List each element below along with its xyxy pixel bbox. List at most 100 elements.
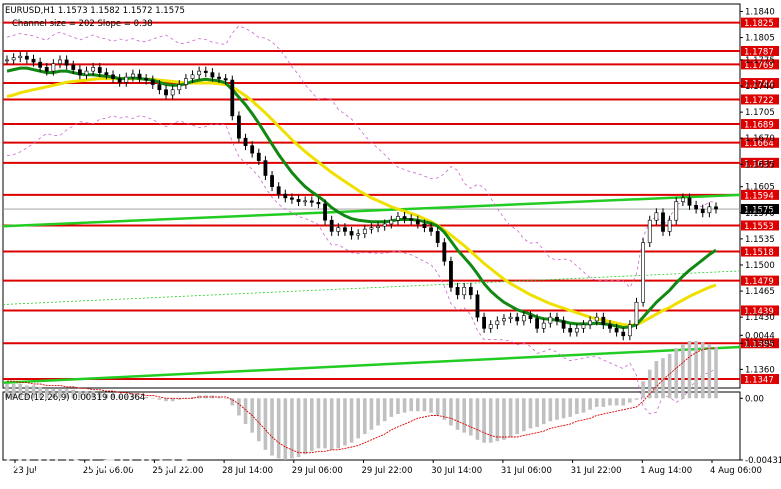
candle-body	[84, 70, 89, 76]
candle-body	[5, 59, 9, 62]
macd-bar	[508, 398, 513, 437]
level-label: 1.1722	[744, 96, 774, 106]
candle-body	[396, 216, 400, 221]
macd-bar	[78, 391, 82, 399]
candle-body	[627, 324, 632, 337]
candle-body	[415, 219, 420, 225]
macd-bar	[150, 398, 155, 399]
level-label-bg	[741, 59, 779, 70]
candle-body	[495, 320, 500, 325]
macd-bar	[568, 398, 573, 417]
y-tick-label: 1.1705	[745, 108, 775, 118]
macd-bar	[111, 394, 115, 399]
level-label: 1.1637	[744, 159, 774, 169]
candle-body	[356, 233, 361, 236]
macd-bar	[396, 398, 400, 415]
candle-body	[91, 67, 96, 72]
x-tick-label: 31 Jul 22:00	[571, 466, 622, 476]
macd-bar	[283, 398, 288, 460]
macd-bar	[11, 383, 16, 399]
x-tick-label: 25 Jul 06:00	[83, 466, 134, 476]
level-label-bg	[741, 305, 779, 316]
macd-bar	[343, 398, 347, 446]
macd-bar	[707, 343, 712, 399]
candle-body	[502, 318, 506, 322]
macd-bar	[608, 398, 612, 406]
macd-bar	[435, 398, 440, 416]
candle-body	[647, 219, 652, 243]
channel-mid-line	[2, 270, 741, 305]
channel-info: Channel size = 202 Slope = 0.38	[12, 19, 153, 29]
macd-bar	[455, 398, 460, 430]
candle-body	[674, 201, 679, 221]
level-label-bg	[741, 246, 779, 257]
candle-body	[290, 197, 294, 200]
level-label: 1.1518	[744, 248, 774, 258]
macd-bar	[502, 398, 506, 440]
macd-bar	[409, 398, 413, 412]
candle-body	[435, 231, 440, 243]
candle-body	[402, 216, 407, 220]
candle-body	[309, 200, 314, 203]
macd-bar	[482, 398, 486, 443]
level-label-bg	[741, 220, 779, 231]
level-label: 1.1825	[744, 19, 774, 29]
macd-bar	[323, 398, 327, 449]
candle-body	[31, 58, 36, 63]
candle-body	[323, 203, 327, 221]
candle-body	[117, 78, 122, 83]
level-label: 1.1347	[744, 376, 774, 386]
y-tick-label: 1.1570	[745, 209, 775, 219]
symbol-header: EURUSD,H1 1.1573 1.1582 1.1572 1.1575	[5, 6, 185, 16]
macd-bar	[329, 398, 334, 450]
level-label-bg	[741, 275, 779, 286]
candle-body	[256, 152, 261, 161]
channel-top-line	[2, 193, 741, 228]
logo-icon	[6, 444, 42, 480]
ma-fast-line	[6, 66, 717, 330]
macd-bar	[157, 398, 162, 400]
macd-bar	[469, 398, 473, 436]
candle-body	[409, 218, 414, 221]
macd-bar	[131, 395, 135, 399]
y-tick-label: 1.1775	[745, 56, 775, 66]
macd-bar	[310, 398, 314, 452]
candle-body	[150, 79, 155, 85]
macd-bar	[548, 398, 553, 422]
macd-bar	[687, 341, 692, 399]
candle-body	[177, 84, 182, 91]
y-tick-label: 1.1605	[745, 183, 775, 193]
macd-bar	[495, 398, 500, 442]
candle-body	[541, 322, 546, 329]
macd-bar	[634, 398, 639, 400]
candle-body	[362, 228, 367, 234]
candle-body	[661, 212, 665, 232]
macd-bar	[674, 348, 679, 399]
candle-body	[680, 197, 685, 202]
macd-bar	[449, 398, 453, 426]
macd-bar	[31, 385, 36, 399]
macd-bar	[303, 398, 307, 455]
level-label-bg	[741, 189, 779, 200]
macd-bar	[700, 342, 705, 399]
level-label: 1.1787	[744, 47, 774, 57]
level-label-bg	[741, 17, 779, 28]
level-label: 1.1689	[744, 121, 774, 131]
candle-body	[144, 78, 149, 81]
macd-bar	[71, 389, 76, 399]
macd-bar	[389, 398, 394, 417]
macd-bar	[177, 398, 182, 400]
macd-bar	[91, 391, 95, 399]
macd-bar	[203, 395, 208, 399]
level-label-bg	[741, 157, 779, 168]
macd-bar	[661, 358, 665, 399]
candle-body	[270, 175, 274, 187]
candle-body	[601, 316, 606, 325]
candle-body	[687, 197, 692, 206]
candle-body	[329, 219, 334, 232]
y-tick-label: 1.1360	[745, 365, 775, 375]
current-price-bg	[741, 204, 779, 215]
candle-body	[230, 79, 235, 117]
macd-bar	[104, 394, 109, 399]
